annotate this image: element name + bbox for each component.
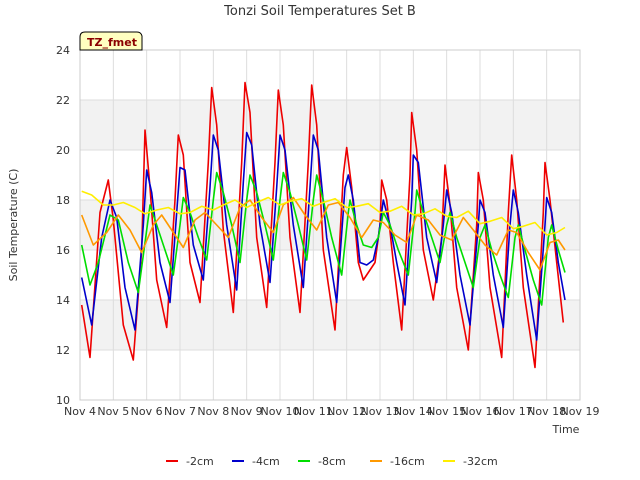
x-tick-label: Nov 5 [97, 405, 129, 418]
series-line-16cm [80, 196, 566, 271]
y-tick-label: 22 [56, 94, 70, 107]
legend-label: -4cm [252, 455, 280, 468]
station-tag-label: TZ_fmet [87, 36, 137, 49]
plot-band [80, 350, 580, 400]
y-tick-label: 10 [56, 394, 70, 407]
plot-band [80, 50, 580, 100]
legend-label: -2cm [186, 455, 214, 468]
x-tick-label: Nov 4 [64, 405, 96, 418]
legend-label: -32cm [463, 455, 498, 468]
x-tick-label: Nov 13 [361, 405, 400, 418]
y-tick-label: 16 [56, 244, 70, 257]
series-line-8cm [80, 171, 566, 306]
legend-label: -16cm [390, 455, 425, 468]
x-tick-label: Nov 14 [394, 405, 433, 418]
plot-band [80, 100, 580, 150]
legend: -2cm -4cm -8cm -16cm -32cm [166, 455, 498, 468]
series-layer [80, 81, 566, 369]
x-tick-label: Nov 17 [494, 405, 533, 418]
x-tick-label: Nov 11 [294, 405, 333, 418]
x-tick-label: Nov 15 [427, 405, 466, 418]
series-line-2cm [80, 81, 565, 369]
x-tick-label: Nov 12 [327, 405, 366, 418]
chart-title: Tonzi Soil Temperatures Set B [223, 4, 416, 19]
x-tick-label: Nov 19 [561, 405, 600, 418]
x-tick-label: Nov 16 [461, 405, 500, 418]
y-tick-label: 18 [56, 194, 70, 207]
y-tick-labels: 10 12 14 16 18 20 22 24 [56, 44, 70, 407]
y-tick-label: 12 [56, 344, 70, 357]
plot-band [80, 150, 580, 200]
y-tick-label: 24 [56, 44, 70, 57]
station-tag-box [79, 31, 143, 51]
y-tick-label: 14 [56, 294, 70, 307]
plot-frame [79, 49, 581, 401]
x-axis-label: Time [552, 423, 580, 436]
x-tick-label: Nov 6 [131, 405, 163, 418]
plot-background [80, 50, 580, 400]
y-axis-label: Soil Temperature (C) [7, 169, 20, 282]
legend-label: -8cm [318, 455, 346, 468]
x-tick-label: Nov 10 [261, 405, 300, 418]
x-tick-label: Nov 8 [197, 405, 229, 418]
series-line-32cm [81, 190, 566, 236]
x-tick-label: Nov 7 [164, 405, 196, 418]
y-tick-label: 20 [56, 144, 70, 157]
x-tick-label: Nov 9 [231, 405, 263, 418]
station-tag: TZ_fmet [79, 31, 143, 51]
x-tick-label: Nov 18 [527, 405, 566, 418]
